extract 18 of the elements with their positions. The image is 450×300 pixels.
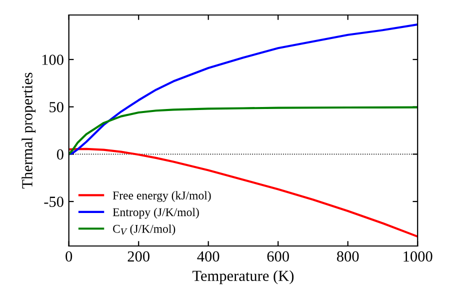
line-series xyxy=(68,23,418,156)
x-tick-label: 400 xyxy=(197,251,220,262)
y-tick-label: 0 xyxy=(56,149,64,160)
legend-label: C$_{V}$ (J/K/mol) xyxy=(113,224,176,236)
legend-label: Entropy (J/K/mol) xyxy=(112,208,199,219)
y-tick-label: -50 xyxy=(44,196,64,207)
y-axis-title: Thermal properties xyxy=(22,72,36,189)
x-tick-label: 0 xyxy=(66,251,72,262)
x-tick-label: 600 xyxy=(267,251,289,262)
x-tick-label: 1000 xyxy=(404,251,432,262)
x-axis-title: Temperature (K) xyxy=(192,270,294,284)
x-tick-label: 800 xyxy=(336,251,359,262)
legend-label: Free energy (kJ/mol) xyxy=(112,191,211,202)
y-tick-label: 50 xyxy=(50,102,64,112)
line-series xyxy=(68,148,418,238)
y-tick-label: 100 xyxy=(42,54,64,65)
x-tick-label: 200 xyxy=(128,251,150,262)
line-series xyxy=(68,106,418,156)
